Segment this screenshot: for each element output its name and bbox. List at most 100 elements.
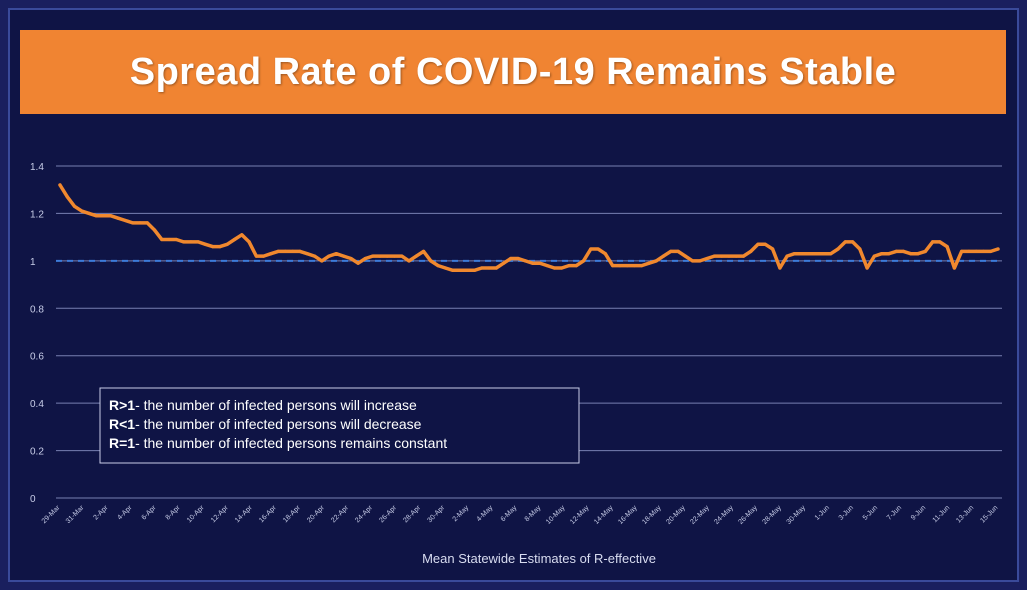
data-point <box>211 245 215 249</box>
data-point <box>785 254 789 258</box>
data-point <box>632 264 637 268</box>
data-point <box>225 242 229 246</box>
data-point <box>596 247 600 251</box>
x-tick-label: 20-Apr <box>306 504 326 524</box>
x-tick-label: 7-Jun <box>886 504 903 521</box>
data-point <box>516 256 520 261</box>
x-tick-label: 4-Apr <box>117 504 135 522</box>
data-point <box>843 240 847 244</box>
x-tick-label: 16-Apr <box>258 504 278 524</box>
data-point <box>640 264 644 268</box>
data-point <box>887 252 891 256</box>
data-point <box>938 240 942 244</box>
title-banner: Spread Rate of COVID-19 Remains Stable <box>20 30 1006 114</box>
data-point <box>363 256 367 261</box>
data-point <box>974 249 978 253</box>
data-point <box>414 254 418 258</box>
data-point <box>894 249 898 253</box>
data-point <box>880 252 884 256</box>
data-point <box>647 261 651 265</box>
data-point <box>407 259 411 263</box>
data-point <box>574 264 578 268</box>
data-point <box>800 252 804 256</box>
data-point <box>451 268 455 272</box>
data-point <box>538 261 542 265</box>
data-point <box>727 254 731 258</box>
y-tick-label: 0.2 <box>30 447 44 458</box>
legend-item: R>1- the number of infected persons will… <box>109 397 417 413</box>
data-point <box>312 254 317 258</box>
data-point <box>523 259 528 263</box>
data-point <box>269 252 273 256</box>
y-tick-label: 0.4 <box>30 399 44 410</box>
x-tick-label: 24-May <box>713 504 735 526</box>
legend-item: R<1- the number of infected persons will… <box>109 416 422 432</box>
data-point <box>901 249 906 253</box>
chart-title: Spread Rate of COVID-19 Remains Stable <box>129 50 897 93</box>
x-tick-label: 18-May <box>641 504 663 526</box>
data-point <box>509 256 513 261</box>
legend-item-text: - the number of infected persons remains… <box>135 435 447 451</box>
data-point <box>291 249 295 253</box>
data-point <box>502 261 506 265</box>
x-tick-label: 22-Apr <box>330 504 350 524</box>
data-point <box>989 249 993 253</box>
x-tick-label: 26-Apr <box>378 504 398 524</box>
data-point <box>712 254 717 258</box>
legend-box <box>99 387 580 464</box>
data-point <box>996 247 1000 251</box>
legend-item-key: R=1 <box>109 435 135 451</box>
x-tick-label: 10-Apr <box>186 504 206 524</box>
x-tick-label: 12-May <box>569 504 591 526</box>
y-tick-label: 0.8 <box>30 304 44 315</box>
data-point <box>196 240 200 244</box>
x-tick-label: 30-Apr <box>426 504 446 524</box>
data-point <box>123 218 127 223</box>
data-point <box>603 252 607 256</box>
x-axis-title: Mean Statewide Estimates of R-effective <box>422 551 656 566</box>
x-tick-label: 20-May <box>665 504 687 526</box>
data-point <box>371 254 375 258</box>
data-point <box>422 249 426 253</box>
data-point <box>298 249 302 253</box>
y-tick-label: 1.4 <box>30 162 44 173</box>
data-point <box>65 195 69 199</box>
data-point <box>72 204 77 208</box>
data-point <box>378 254 382 258</box>
data-point <box>167 237 171 242</box>
data-point <box>676 249 680 253</box>
data-point <box>218 245 222 249</box>
data-point <box>465 268 469 272</box>
data-point <box>240 233 244 237</box>
data-point <box>160 237 164 242</box>
data-point <box>189 240 193 244</box>
x-tick-label: 12-Apr <box>210 504 230 524</box>
x-tick-label: 14-May <box>593 504 615 526</box>
x-tick-label: 6-May <box>500 504 519 523</box>
data-point <box>342 254 346 258</box>
data-point <box>931 240 935 244</box>
data-point <box>102 214 106 218</box>
legend-item-key: R>1 <box>109 397 135 413</box>
data-point <box>756 242 760 246</box>
y-tick-label: 0 <box>30 494 36 505</box>
data-point <box>174 237 178 242</box>
x-tick-label: 9-Jun <box>910 504 927 521</box>
data-point <box>87 211 91 215</box>
data-point <box>429 259 433 263</box>
data-point <box>807 252 811 256</box>
data-point <box>400 254 404 258</box>
data-point <box>814 252 818 256</box>
data-point <box>771 247 775 251</box>
legend-item-text: - the number of infected persons will in… <box>135 397 417 413</box>
data-point <box>734 254 738 258</box>
x-tick-label: 28-May <box>761 504 783 526</box>
data-point <box>262 254 266 258</box>
x-tick-label: 24-Apr <box>354 504 374 524</box>
data-point <box>625 264 629 268</box>
data-point <box>320 259 324 263</box>
data-point <box>392 254 397 258</box>
x-tick-label: 26-May <box>737 504 759 526</box>
data-point <box>94 214 98 218</box>
